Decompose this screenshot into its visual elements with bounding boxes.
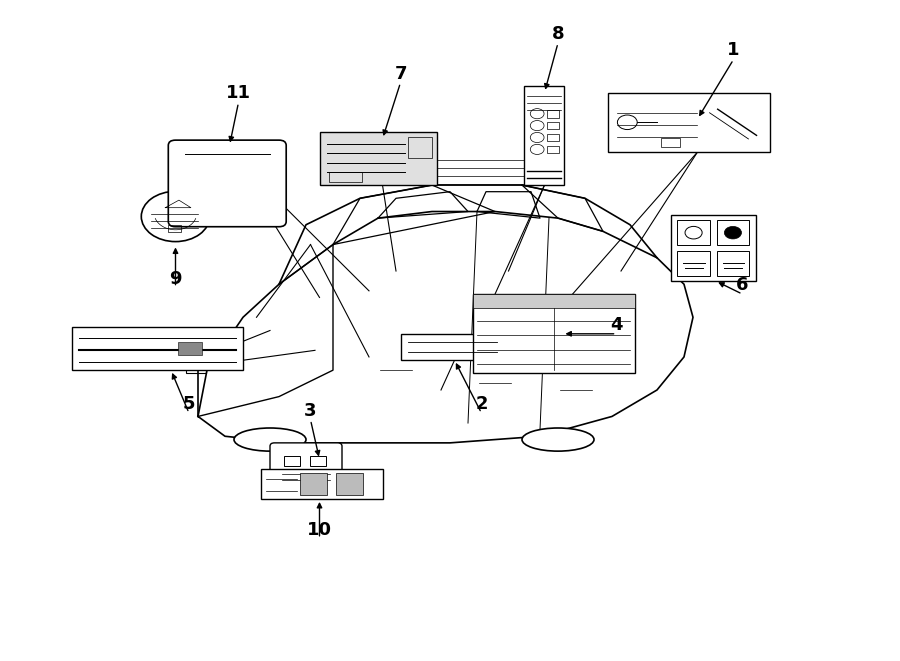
- Bar: [670, 215, 756, 281]
- Bar: [328, 173, 362, 182]
- Text: 5: 5: [183, 395, 195, 413]
- Bar: [608, 93, 770, 152]
- Bar: [472, 294, 634, 373]
- Bar: [300, 473, 327, 496]
- Bar: [547, 134, 559, 141]
- Bar: [72, 327, 243, 370]
- Bar: [716, 220, 749, 245]
- Circle shape: [724, 227, 742, 239]
- Bar: [409, 137, 432, 157]
- Text: 1: 1: [727, 42, 740, 59]
- Bar: [472, 294, 634, 307]
- Bar: [168, 225, 181, 232]
- Bar: [547, 145, 559, 153]
- FancyBboxPatch shape: [168, 140, 286, 227]
- Text: 7: 7: [394, 65, 407, 83]
- Ellipse shape: [234, 428, 306, 451]
- Text: 8: 8: [552, 25, 564, 43]
- FancyBboxPatch shape: [270, 443, 342, 492]
- Bar: [678, 220, 710, 245]
- Bar: [678, 251, 710, 276]
- Bar: [261, 469, 382, 499]
- Bar: [284, 456, 300, 465]
- Bar: [547, 110, 559, 118]
- Bar: [716, 251, 749, 276]
- Text: 2: 2: [475, 395, 488, 413]
- Ellipse shape: [522, 428, 594, 451]
- Bar: [661, 137, 680, 147]
- Bar: [320, 132, 436, 185]
- Bar: [337, 473, 363, 496]
- Bar: [400, 334, 504, 360]
- Circle shape: [141, 192, 210, 242]
- Text: 11: 11: [226, 85, 251, 102]
- Text: 3: 3: [304, 402, 317, 420]
- Bar: [186, 363, 206, 373]
- Bar: [524, 86, 564, 185]
- Bar: [547, 122, 559, 130]
- Text: 9: 9: [169, 270, 182, 288]
- Text: 10: 10: [307, 521, 332, 539]
- Text: 6: 6: [736, 276, 749, 294]
- Bar: [310, 456, 326, 465]
- Text: 4: 4: [610, 316, 623, 334]
- Bar: [178, 342, 202, 355]
